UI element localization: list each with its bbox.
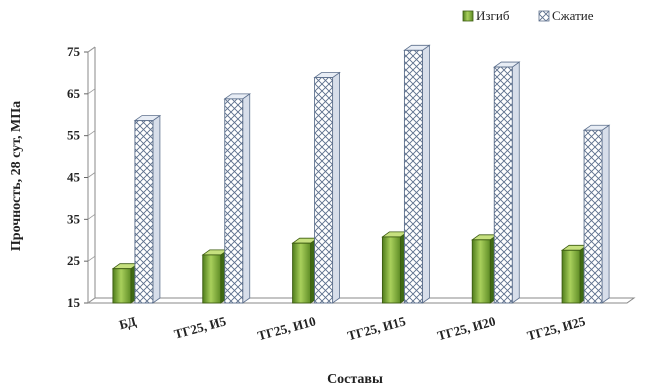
bar-bend [560,244,589,304]
y-tick-label: 15 [67,295,81,310]
legend-swatch-compress [538,10,550,22]
bar-compress [223,93,251,304]
bar-bend [381,231,409,304]
y-tick-label: 35 [67,211,81,226]
legend-label-compress: Сжатие [552,8,594,23]
axis-floor [87,52,636,304]
x-category-label: БД [117,313,137,332]
y-axis-title: Прочность, 28 сут, МПа [9,101,24,251]
y-tick-label: 55 [67,128,81,143]
bar-bend [111,262,140,304]
x-category-label: ТГ25, И20 [436,313,497,343]
x-category-label: ТГ25, И5 [172,313,228,341]
axes [87,46,636,304]
legend: Изгиб Сжатие [462,8,594,23]
legend-label-bend: Изгиб [476,8,510,23]
y-tick-depth [87,214,96,220]
bar-compress [133,114,162,304]
y-tick-depth [87,297,96,304]
y-tick-label: 45 [67,170,81,185]
y-axis-ticks: 15 25 35 45 55 65 75 [67,44,96,310]
y-tick-label: 25 [67,253,81,268]
legend-swatch-bend [462,10,474,22]
y-tick-label: 65 [67,86,81,101]
y-tick-depth [87,172,96,178]
x-axis-category-labels: БД ТГ25, И5 ТГ25, И10 ТГ25, И15 ТГ25, И20 ТГ2… [117,313,587,343]
x-category-label: ТГ25, И15 [346,313,408,343]
x-axis-title: Составы [327,372,383,387]
bar-compress [493,61,521,304]
bar-bend [291,237,319,304]
bar-compress [313,71,341,304]
y-tick-depth [87,88,96,95]
y-tick-label: 75 [67,44,81,59]
bar-bend [201,249,229,304]
y-tick-depth [87,255,96,262]
y-tick-depth [87,130,96,136]
x-category-label: ТГ25, И25 [525,313,587,343]
bar-compress [403,44,431,304]
bar-compress [582,124,611,304]
bars [111,44,611,304]
x-category-label: ТГ25, И10 [256,313,317,343]
bar-bend [471,234,499,304]
y-tick-depth [87,46,96,53]
